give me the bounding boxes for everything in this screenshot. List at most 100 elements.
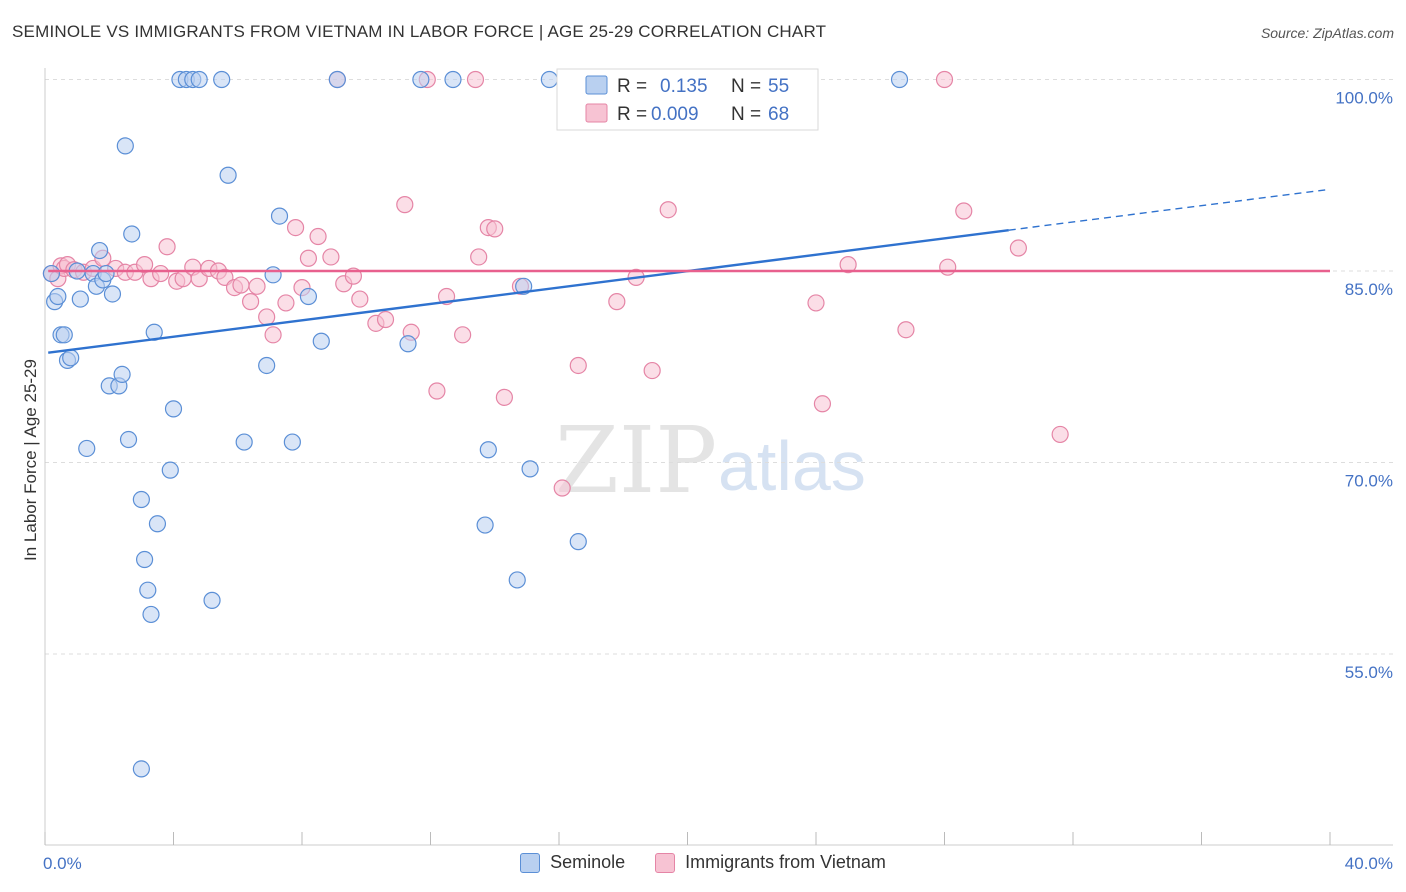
point-seminole [890,70,909,89]
trend-line-seminole [48,228,1009,354]
point-vietnam [839,256,857,274]
point-seminole [190,70,208,89]
point-seminole [270,207,289,225]
point-vietnam [939,258,957,276]
chart-title: SEMINOLE VS IMMIGRANTS FROM VIETNAM IN L… [12,22,827,41]
point-seminole [42,264,61,283]
legend-box: R = 0.135 N = 55 R = 0.009 N = 68 [556,68,819,131]
point-vietnam [553,479,571,497]
legend-r-label-seminole: R = [617,76,647,97]
point-seminole [78,439,96,458]
point-seminole [328,70,346,89]
point-seminole [148,515,167,533]
y-axis-title: In Labor Force | Age 25-29 [21,359,40,561]
point-vietnam [897,321,915,339]
point-seminole [123,225,141,243]
point-seminole [312,332,330,350]
legend-n-label-vietnam: N = [731,104,761,125]
point-vietnam [1009,239,1027,257]
point-vietnam [277,294,295,312]
bottom-legend-label-vietnam: Immigrants from Vietnam [685,852,886,872]
point-vietnam [242,293,260,311]
point-vietnam [813,395,832,413]
point-seminole [521,460,539,478]
legend-swatch-vietnam [585,103,608,123]
bottom-legend-label-seminole: Seminole [550,852,626,872]
point-seminole [97,264,115,283]
point-vietnam [955,202,973,220]
point-seminole [540,70,558,89]
point-seminole [55,326,73,344]
point-seminole [479,441,497,459]
point-vietnam [376,310,395,329]
point-seminole [412,70,430,89]
point-vietnam [495,388,513,406]
point-seminole [113,365,131,384]
point-seminole [139,581,157,599]
trend-lines [48,188,1331,354]
point-seminole [515,277,533,295]
bottom-legend-item-seminole: Seminole [520,852,625,873]
y-tick-label: 55.0% [1345,663,1393,682]
trend-line-seminole-extension [1008,188,1331,231]
legend-r-value-vietnam: 0.009 [651,104,699,125]
point-seminole [132,490,150,509]
point-vietnam [152,264,170,283]
watermark-atlas: atlas [718,427,866,505]
point-vietnam [309,227,327,246]
point-seminole [569,533,587,551]
point-vietnam [158,238,176,256]
series-seminole-points [42,70,909,778]
point-seminole [116,137,134,155]
grid-lines [45,79,1393,655]
point-vietnam [351,290,369,308]
bottom-legend-item-vietnam: Immigrants from Vietnam [655,852,886,873]
legend-n-value-vietnam: 68 [768,104,789,125]
y-tick-label: 70.0% [1345,472,1393,491]
point-seminole [283,433,301,451]
point-seminole [444,70,462,89]
point-seminole [119,430,138,449]
point-vietnam [569,356,587,375]
point-seminole [91,241,109,260]
point-seminole [62,349,80,367]
bottom-legend-swatch-vietnam [655,852,676,873]
point-vietnam [299,249,318,267]
point-seminole [476,516,494,534]
point-vietnam [286,218,305,237]
point-vietnam [258,308,276,326]
point-vietnam [486,220,504,238]
y-tick-label: 100.0% [1335,89,1393,108]
point-seminole [219,166,237,184]
x-tick-label: 0.0% [43,854,82,873]
legend-n-value-seminole: 55 [768,76,789,97]
point-vietnam [454,326,472,344]
point-vietnam [322,248,340,266]
point-seminole [299,287,318,306]
point-vietnam [608,293,626,311]
point-vietnam [659,201,677,219]
point-seminole [213,70,231,89]
point-seminole [103,285,122,303]
point-vietnam [428,382,446,400]
point-seminole [264,266,282,284]
bottom-legend: Seminole Immigrants from Vietnam [0,852,1406,873]
point-vietnam [264,326,282,344]
point-vietnam [232,276,250,294]
point-vietnam [1051,425,1069,444]
point-seminole [508,571,526,589]
point-seminole [161,461,179,479]
point-vietnam [643,361,661,380]
legend-swatch-seminole [585,75,608,95]
legend-r-label-vietnam: R = [617,104,647,125]
point-vietnam [470,248,488,266]
point-seminole [164,400,183,418]
x-tick-label: 40.0% [1345,854,1393,873]
point-seminole [203,591,221,609]
point-seminole [258,356,276,375]
source-label: Source: ZipAtlas.com [1260,25,1394,41]
point-vietnam [248,277,266,295]
point-vietnam [466,70,485,89]
legend-n-label-seminole: N = [731,76,761,97]
